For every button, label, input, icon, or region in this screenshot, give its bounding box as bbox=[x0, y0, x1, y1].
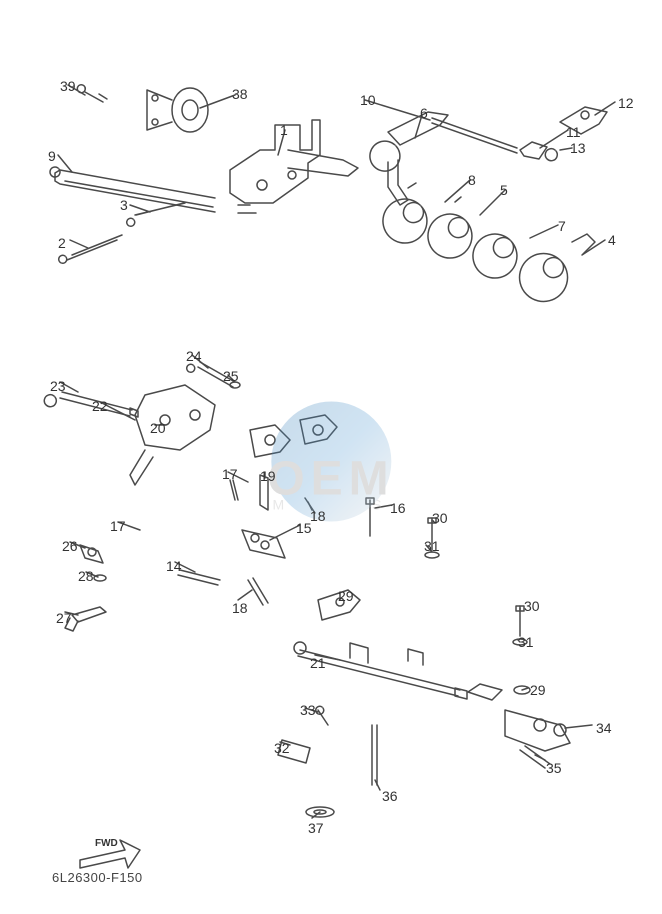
callout-27: 27 bbox=[56, 610, 72, 626]
callout-25: 25 bbox=[223, 368, 239, 384]
callout-26: 26 bbox=[62, 538, 78, 554]
callout-20: 20 bbox=[150, 420, 166, 436]
fwd-label: FWD bbox=[95, 838, 118, 849]
callout-17: 17 bbox=[222, 466, 238, 482]
parts-linework bbox=[0, 0, 662, 914]
callout-33: 33 bbox=[300, 702, 316, 718]
callout-22: 22 bbox=[92, 398, 108, 414]
callout-19: 19 bbox=[260, 468, 276, 484]
callout-13: 13 bbox=[570, 140, 586, 156]
parts-diagram: OEM M PARTS 1234567891011121314151617171… bbox=[0, 0, 662, 914]
callout-21: 21 bbox=[310, 655, 326, 671]
callout-3: 3 bbox=[120, 197, 128, 213]
callout-9: 9 bbox=[48, 148, 56, 164]
callout-7: 7 bbox=[558, 218, 566, 234]
callout-38: 38 bbox=[232, 86, 248, 102]
callout-31: 31 bbox=[424, 538, 440, 554]
callout-30: 30 bbox=[432, 510, 448, 526]
callout-5: 5 bbox=[500, 182, 508, 198]
callout-37: 37 bbox=[308, 820, 324, 836]
diagram-part-number: 6L26300-F150 bbox=[52, 870, 143, 885]
callout-8: 8 bbox=[468, 172, 476, 188]
callout-36: 36 bbox=[382, 788, 398, 804]
callout-29: 29 bbox=[530, 682, 546, 698]
callout-10: 10 bbox=[360, 92, 376, 108]
callout-23: 23 bbox=[50, 378, 66, 394]
callout-29: 29 bbox=[338, 588, 354, 604]
callout-30: 30 bbox=[524, 598, 540, 614]
callout-18: 18 bbox=[310, 508, 326, 524]
callout-1: 1 bbox=[280, 122, 288, 138]
callout-16: 16 bbox=[390, 500, 406, 516]
callout-34: 34 bbox=[596, 720, 612, 736]
callout-28: 28 bbox=[78, 568, 94, 584]
callout-11: 11 bbox=[566, 124, 581, 140]
callout-4: 4 bbox=[608, 232, 616, 248]
callout-24: 24 bbox=[186, 348, 202, 364]
callout-17: 17 bbox=[110, 518, 126, 534]
callout-39: 39 bbox=[60, 78, 76, 94]
callout-35: 35 bbox=[546, 760, 562, 776]
callout-6: 6 bbox=[420, 105, 428, 121]
callout-31: 31 bbox=[518, 634, 534, 650]
callout-32: 32 bbox=[274, 740, 290, 756]
callout-2: 2 bbox=[58, 235, 66, 251]
callout-14: 14 bbox=[166, 558, 182, 574]
callout-18: 18 bbox=[232, 600, 248, 616]
callout-12: 12 bbox=[618, 95, 634, 111]
